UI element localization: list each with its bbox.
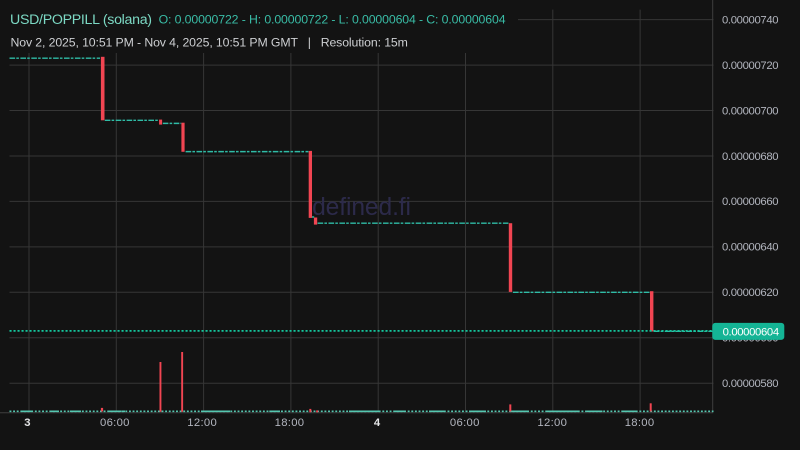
svg-text:defined.fi: defined.fi: [312, 194, 411, 221]
svg-text:18:00: 18:00: [625, 417, 655, 429]
svg-text:0.00000604: 0.00000604: [723, 327, 779, 339]
svg-text:12:00: 12:00: [537, 417, 567, 429]
svg-text:12:00: 12:00: [187, 417, 217, 429]
svg-text:0.00000720: 0.00000720: [722, 60, 778, 72]
svg-text:0.00000580: 0.00000580: [722, 378, 778, 390]
svg-text:06:00: 06:00: [450, 417, 480, 429]
svg-text:O: 0.00000722 - H: 0.00000722: O: 0.00000722 - H: 0.00000722 - L: 0.000…: [159, 12, 506, 26]
svg-text:4: 4: [374, 417, 381, 429]
svg-text:0.00000660: 0.00000660: [722, 196, 778, 208]
svg-text:Nov 2, 2025, 10:51 PM - Nov 4,: Nov 2, 2025, 10:51 PM - Nov 4, 2025, 10:…: [11, 36, 408, 50]
svg-text:0.00000700: 0.00000700: [722, 105, 778, 117]
svg-text:0.00000680: 0.00000680: [722, 151, 778, 163]
svg-text:0.00000740: 0.00000740: [722, 14, 778, 26]
svg-text:USD/POPPILL (solana): USD/POPPILL (solana): [10, 12, 152, 28]
svg-text:06:00: 06:00: [100, 417, 130, 429]
svg-text:3: 3: [24, 417, 31, 429]
svg-text:0.00000620: 0.00000620: [722, 287, 778, 299]
svg-text:18:00: 18:00: [275, 417, 305, 429]
svg-text:0.00000640: 0.00000640: [722, 242, 778, 254]
